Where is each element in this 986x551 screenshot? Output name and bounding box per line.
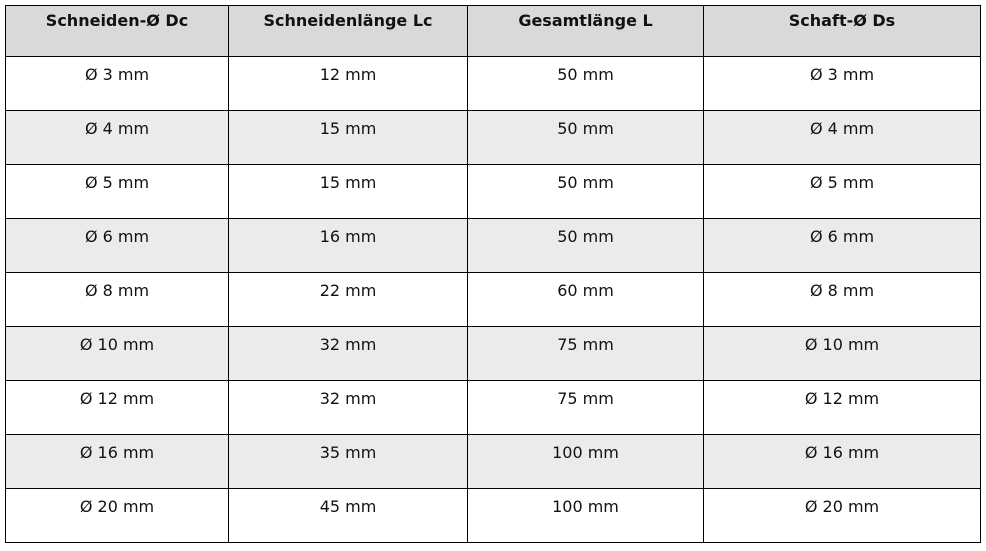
cell-shank-diameter: Ø 4 mm: [703, 110, 981, 165]
cell-overall-length: 60 mm: [467, 272, 704, 327]
header-row: Schneiden-Ø Dc Schneidenlänge Lc Gesamtlän…: [5, 5, 981, 57]
table-row: Ø 10 mm 32 mm 75 mm Ø 10 mm: [5, 326, 981, 381]
cell-cutting-length: 15 mm: [228, 164, 468, 219]
dimensions-table: Schneiden-Ø Dc Schneidenlänge Lc Gesamtlän…: [5, 5, 981, 543]
cell-cutting-length: 32 mm: [228, 326, 468, 381]
cell-cutting-diameter: Ø 4 mm: [5, 110, 229, 165]
cell-overall-length: 50 mm: [467, 56, 704, 111]
column-header-overall-length: Gesamtlänge L: [467, 5, 704, 57]
cell-cutting-length: 32 mm: [228, 380, 468, 435]
cell-shank-diameter: Ø 20 mm: [703, 488, 981, 543]
cell-cutting-length: 45 mm: [228, 488, 468, 543]
cell-cutting-diameter: Ø 20 mm: [5, 488, 229, 543]
cell-shank-diameter: Ø 8 mm: [703, 272, 981, 327]
cell-shank-diameter: Ø 10 mm: [703, 326, 981, 381]
cell-cutting-length: 12 mm: [228, 56, 468, 111]
cell-overall-length: 50 mm: [467, 218, 704, 273]
table-row: Ø 3 mm 12 mm 50 mm Ø 3 mm: [5, 56, 981, 111]
cell-cutting-diameter: Ø 5 mm: [5, 164, 229, 219]
cell-shank-diameter: Ø 5 mm: [703, 164, 981, 219]
column-header-shank-diameter: Schaft-Ø Ds: [703, 5, 981, 57]
cell-overall-length: 100 mm: [467, 434, 704, 489]
cell-cutting-diameter: Ø 3 mm: [5, 56, 229, 111]
cell-cutting-length: 35 mm: [228, 434, 468, 489]
cell-cutting-diameter: Ø 8 mm: [5, 272, 229, 327]
table-row: Ø 16 mm 35 mm 100 mm Ø 16 mm: [5, 434, 981, 489]
cell-cutting-length: 16 mm: [228, 218, 468, 273]
cell-shank-diameter: Ø 3 mm: [703, 56, 981, 111]
cell-cutting-diameter: Ø 10 mm: [5, 326, 229, 381]
cell-cutting-length: 15 mm: [228, 110, 468, 165]
column-header-cutting-diameter: Schneiden-Ø Dc: [5, 5, 229, 57]
table-row: Ø 8 mm 22 mm 60 mm Ø 8 mm: [5, 272, 981, 327]
cell-cutting-diameter: Ø 6 mm: [5, 218, 229, 273]
cell-overall-length: 50 mm: [467, 110, 704, 165]
cell-cutting-diameter: Ø 16 mm: [5, 434, 229, 489]
cell-overall-length: 50 mm: [467, 164, 704, 219]
cell-cutting-diameter: Ø 12 mm: [5, 380, 229, 435]
table-row: Ø 6 mm 16 mm 50 mm Ø 6 mm: [5, 218, 981, 273]
cell-overall-length: 100 mm: [467, 488, 704, 543]
cell-shank-diameter: Ø 12 mm: [703, 380, 981, 435]
cell-overall-length: 75 mm: [467, 326, 704, 381]
cell-overall-length: 75 mm: [467, 380, 704, 435]
cell-shank-diameter: Ø 6 mm: [703, 218, 981, 273]
table-row: Ø 4 mm 15 mm 50 mm Ø 4 mm: [5, 110, 981, 165]
cell-shank-diameter: Ø 16 mm: [703, 434, 981, 489]
column-header-cutting-length: Schneidenlänge Lc: [228, 5, 468, 57]
table-row: Ø 12 mm 32 mm 75 mm Ø 12 mm: [5, 380, 981, 435]
cell-cutting-length: 22 mm: [228, 272, 468, 327]
table-row: Ø 20 mm 45 mm 100 mm Ø 20 mm: [5, 488, 981, 543]
table-row: Ø 5 mm 15 mm 50 mm Ø 5 mm: [5, 164, 981, 219]
